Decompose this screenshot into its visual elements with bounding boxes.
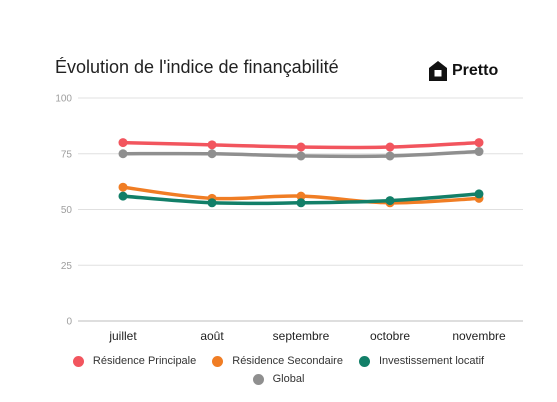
y-tick-label: 75 [61,149,73,160]
data-point-global [296,151,306,161]
legend-item-investissement-locatif: Investissement locatif [358,355,485,367]
data-point-investissement-locatif [474,189,484,199]
x-tick-label: juillet [108,329,137,343]
data-point-residence-principale [296,142,306,152]
legend-item-residence-principale: Résidence Principale [72,355,197,367]
data-point-residence-principale [385,142,395,152]
y-tick-label: 100 [55,94,72,105]
legend-label: Investissement locatif [378,355,485,367]
data-point-residence-secondaire [118,182,128,192]
brand-logo: Pretto [428,59,498,83]
legend-item-residence-secondaire: Résidence Secondaire [212,355,343,367]
grid-layer: 0 25 50 75 100 [55,94,523,328]
data-point-investissement-locatif [207,198,217,208]
data-point-global [474,147,484,157]
data-point-residence-principale [118,138,128,148]
brand-name: Pretto [452,62,499,79]
y-tick-label: 50 [61,205,73,216]
data-point-global [118,149,128,159]
house-logo-icon [429,61,447,81]
x-axis-labels: juillet août septembre octobre novembre [108,329,506,343]
legend-label: Global [272,373,305,385]
series-layer [118,138,484,208]
legend-marker [358,355,370,367]
y-tick-label: 0 [66,317,72,328]
legend-label: Résidence Secondaire [232,355,343,367]
x-tick-label: octobre [370,329,410,343]
x-tick-label: août [200,329,224,343]
data-point-investissement-locatif [296,198,306,208]
legend-row-1: Résidence Principale Résidence Secondair… [0,355,557,367]
data-point-residence-secondaire [296,191,306,201]
data-point-global [207,149,217,159]
y-tick-label: 25 [61,261,73,272]
legend-marker [212,355,224,367]
data-point-residence-principale [207,140,217,150]
x-tick-label: novembre [452,329,506,343]
data-point-residence-principale [474,138,484,148]
data-point-investissement-locatif [385,196,395,206]
data-point-investissement-locatif [118,191,128,201]
data-point-global [385,151,395,161]
chart-title: Évolution de l'indice de finançabilité [55,57,339,77]
legend-row-2: Global [0,373,557,385]
legend-marker [252,373,264,385]
legend-item-global: Global [252,373,305,385]
x-tick-label: septembre [273,329,330,343]
legend-label: Résidence Principale [92,355,197,367]
legend-marker [72,355,84,367]
